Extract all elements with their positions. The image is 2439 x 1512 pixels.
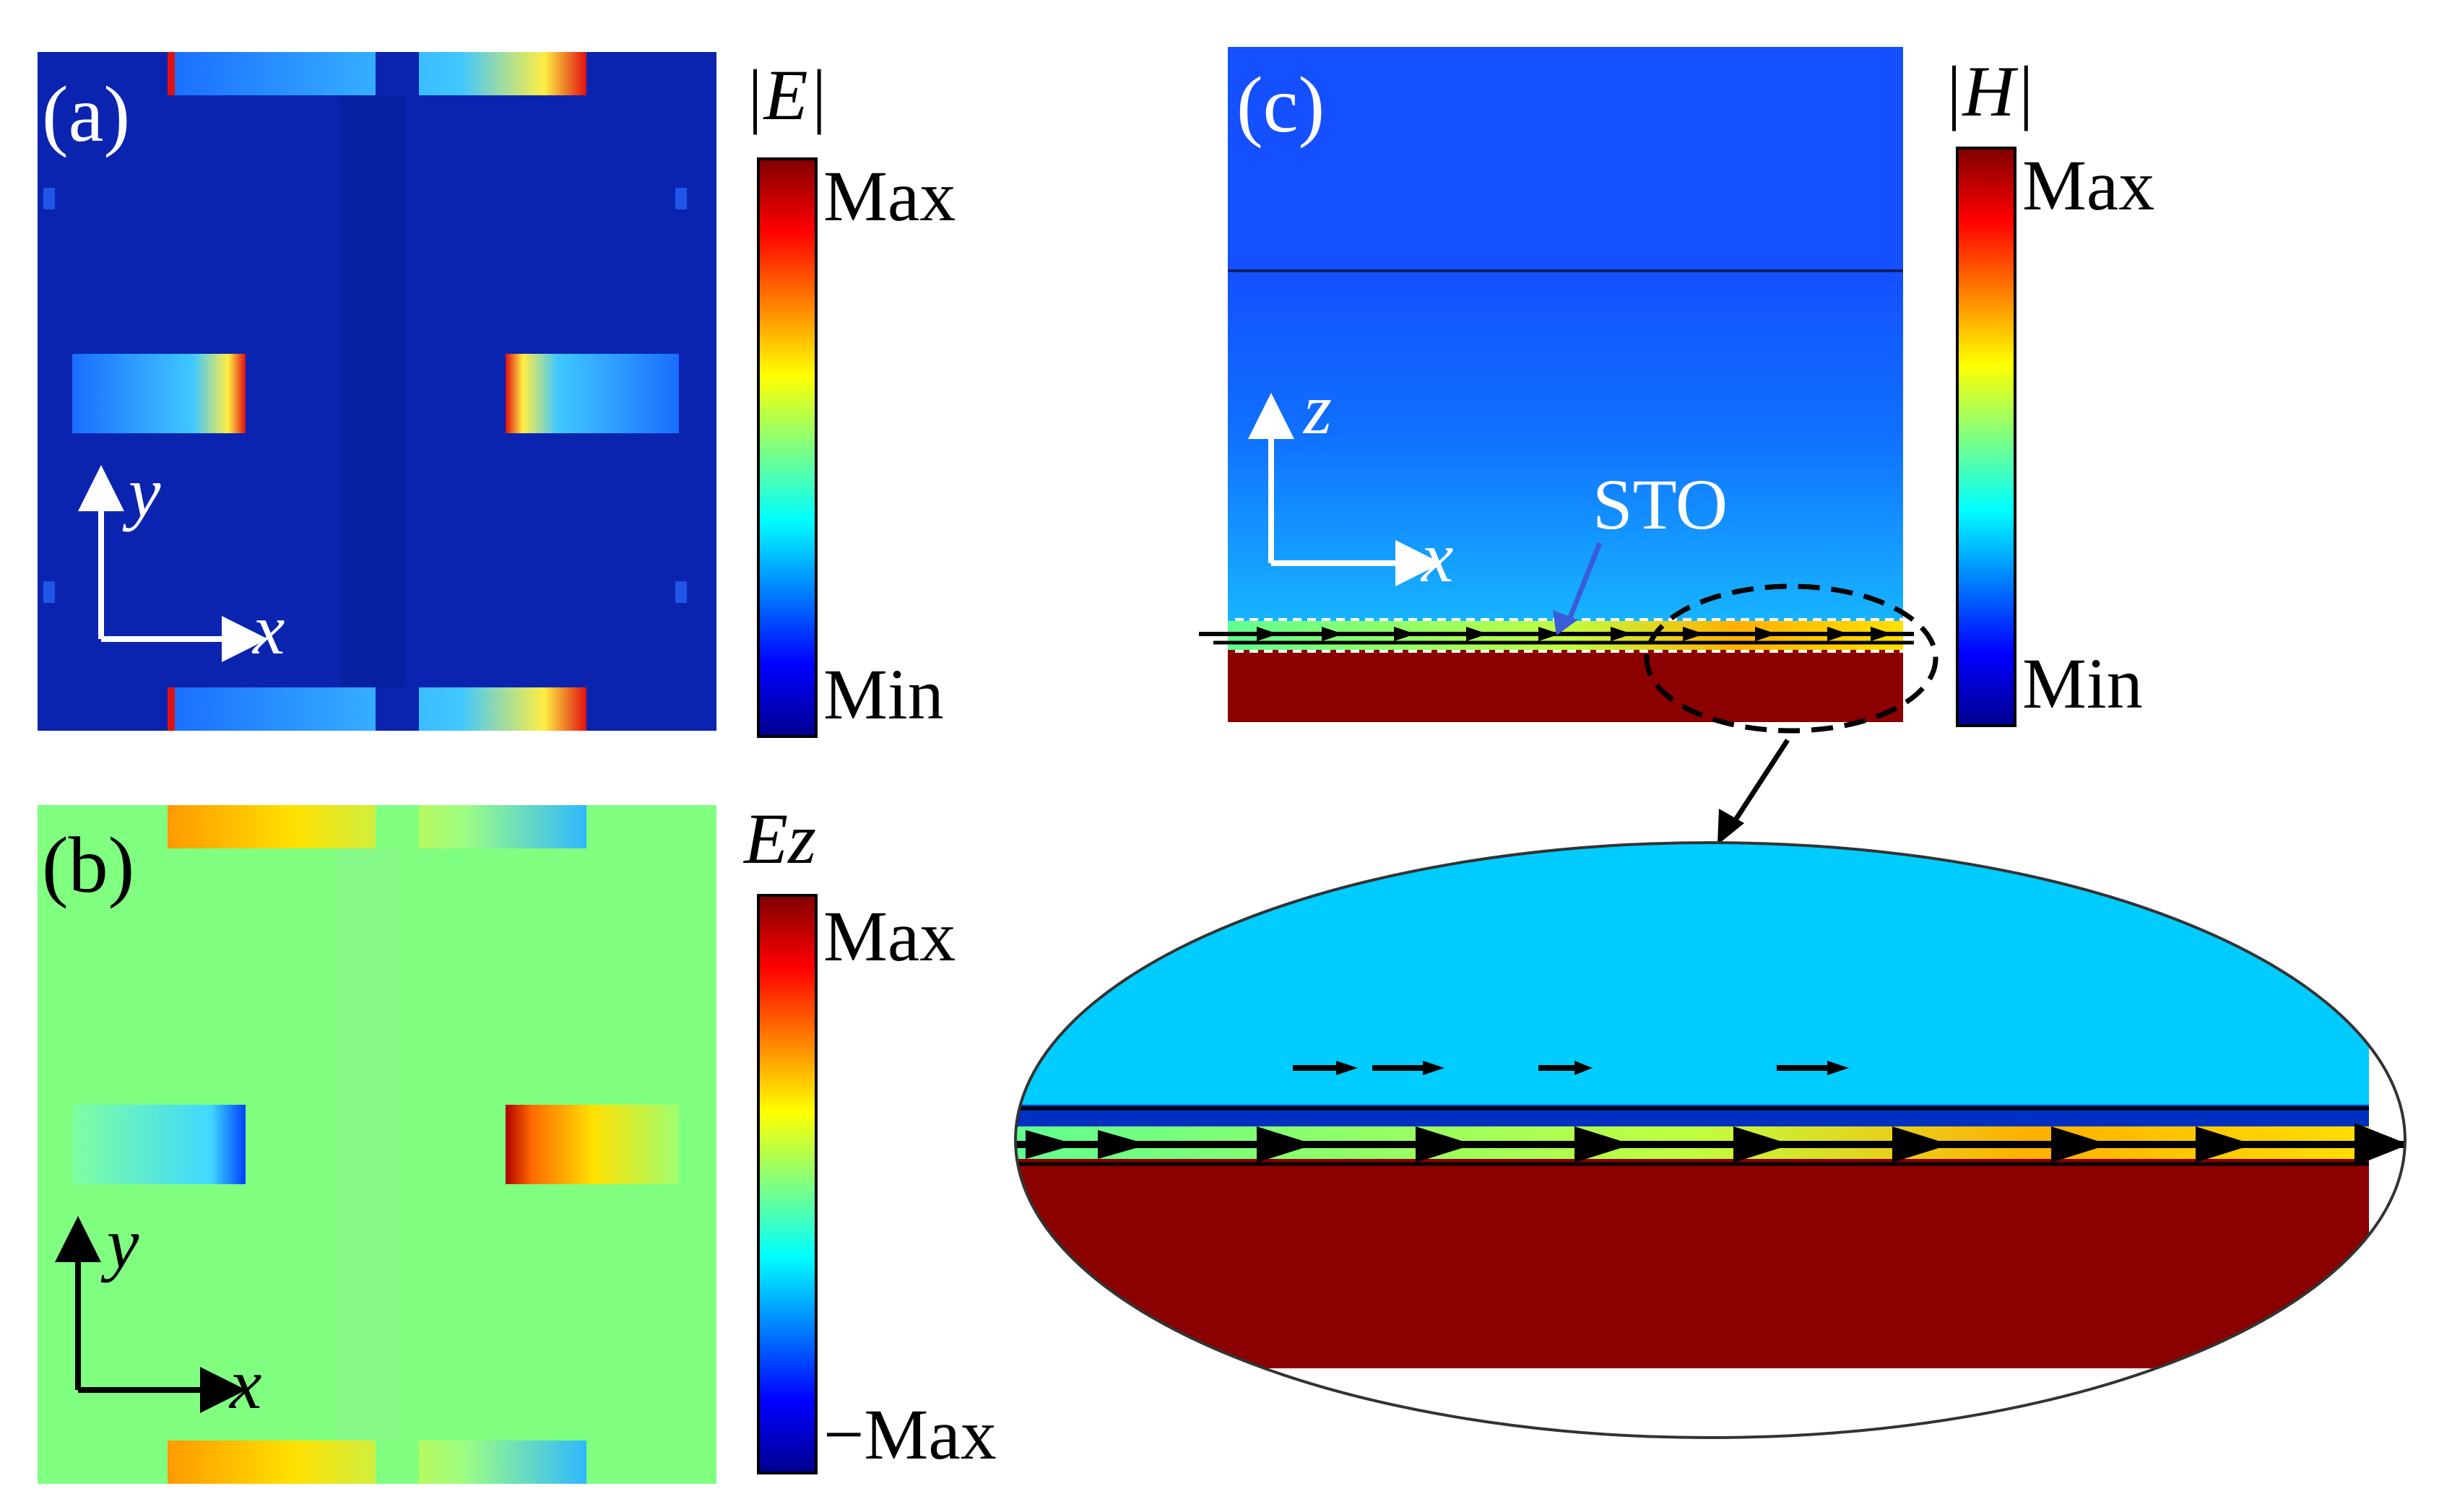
panel-c-colorbar-max: Max <box>2022 145 2154 225</box>
field-arrow <box>2051 1126 2109 1163</box>
panel-a-hotspot <box>168 52 175 95</box>
field-arrow <box>2354 1123 2405 1166</box>
panel-c-colorbar-title: |H| <box>1943 51 2035 131</box>
field-arrow <box>1416 1126 1473 1163</box>
panel-b-colorbar-max: Max <box>823 896 956 976</box>
field-arrow <box>1538 627 1560 641</box>
panel-c-sto-label: STO <box>1593 464 1728 544</box>
panel-c-middle-region <box>1228 271 1903 632</box>
panel-b-colorbar <box>757 894 818 1474</box>
field-arrow <box>2196 1126 2253 1163</box>
field-arrow <box>1611 627 1632 641</box>
field-arrow <box>1257 1126 1314 1163</box>
field-arrow <box>1026 1130 1076 1159</box>
field-arrow <box>1322 627 1343 641</box>
panel-b-hotspot <box>72 1105 246 1184</box>
panel-a-colorbar <box>757 157 818 738</box>
panel-c-zoom-arrow <box>1731 739 1790 825</box>
panel-a-hotspot <box>72 354 246 433</box>
panel-c-colorbar <box>1956 147 2016 727</box>
field-arrow <box>1257 627 1278 641</box>
field-arrow <box>1683 627 1704 641</box>
zoom-inset <box>1014 841 2406 1439</box>
panel-a-label: (a) <box>42 70 130 158</box>
field-arrow <box>1538 1061 1593 1075</box>
panel-c-upper-region <box>1228 47 1903 271</box>
panel-a-y-axis-label: y <box>122 452 161 532</box>
panel-c-field-arrows <box>1257 627 1892 641</box>
panel-b-x-axis-label: x <box>228 1344 261 1424</box>
zoom-inset-upper <box>1015 843 2369 1105</box>
zoom-inset-outline <box>1014 841 2406 1439</box>
panel-b-hotspot <box>506 1105 679 1184</box>
panel-c-zoom-region <box>1644 583 1938 734</box>
panel-c-colorbar-min: Min <box>2022 643 2143 724</box>
field-arrow <box>1098 1130 1148 1159</box>
zoom-inset-white-right <box>2369 843 2405 1415</box>
panel-c-substrate <box>1228 650 1903 722</box>
panel-a-colorbar-min: Min <box>823 654 944 734</box>
panel-a-faint-strip <box>43 581 55 603</box>
zoom-inset-white-bottom <box>1015 1368 2405 1438</box>
panel-a-hotspot <box>376 52 419 95</box>
panel-a-hotspot <box>376 687 419 731</box>
panel-b: (b) y x Ez Max −Max <box>38 799 997 1484</box>
panel-b-colorbar-title: Ez <box>742 799 816 879</box>
panel-c-sto-pointer-head <box>1553 610 1578 635</box>
field-arrow <box>1394 627 1416 641</box>
field-arrow <box>1892 1126 1950 1163</box>
field-arrow <box>1733 1126 1791 1163</box>
field-arrow <box>1293 1061 1358 1075</box>
panel-a-faint-strip <box>43 188 55 209</box>
field-arrow <box>1871 627 1892 641</box>
field-arrow <box>1466 627 1488 641</box>
field-arrow <box>1827 627 1849 641</box>
panel-b-y-axis-label: y <box>100 1203 139 1283</box>
panel-a-faint-strip <box>339 79 406 729</box>
panel-a-colorbar-title: |E| <box>744 55 828 135</box>
panel-c-z-axis-label: z <box>1302 369 1332 449</box>
panel-b-label: (b) <box>42 821 134 909</box>
panel-a-hotspot <box>506 354 679 433</box>
panel-a-colorbar-max: Max <box>823 156 956 236</box>
panel-b-faint-strip <box>336 838 401 1473</box>
panel-a: (a) y x |E| Max Min <box>38 52 956 738</box>
panel-b-colorbar-min: −Max <box>823 1394 997 1474</box>
panel-c: (c) z x STO |H| Max Min <box>1199 47 2154 845</box>
panel-c-zoom-arrow-head <box>1717 809 1744 845</box>
zoom-inset-substrate <box>1015 1159 2369 1368</box>
panel-a-faint-strip <box>675 188 687 209</box>
panel-c-x-axis-label: x <box>1420 517 1453 597</box>
field-arrow <box>1755 627 1777 641</box>
panel-b-hotspot <box>376 805 419 848</box>
field-arrow <box>1574 1126 1632 1163</box>
field-arrow <box>1777 1061 1849 1075</box>
panel-c-label: (c) <box>1236 61 1325 149</box>
panel-a-x-axis-label: x <box>251 589 285 669</box>
zoom-inset-field-arrows <box>1026 1061 2405 1166</box>
panel-b-hotspot <box>376 1441 419 1484</box>
panel-a-faint-strip <box>675 581 687 603</box>
panel-c-sto-pointer <box>1564 542 1603 626</box>
panel-a-hotspot <box>168 687 175 731</box>
field-arrow <box>1372 1061 1444 1075</box>
